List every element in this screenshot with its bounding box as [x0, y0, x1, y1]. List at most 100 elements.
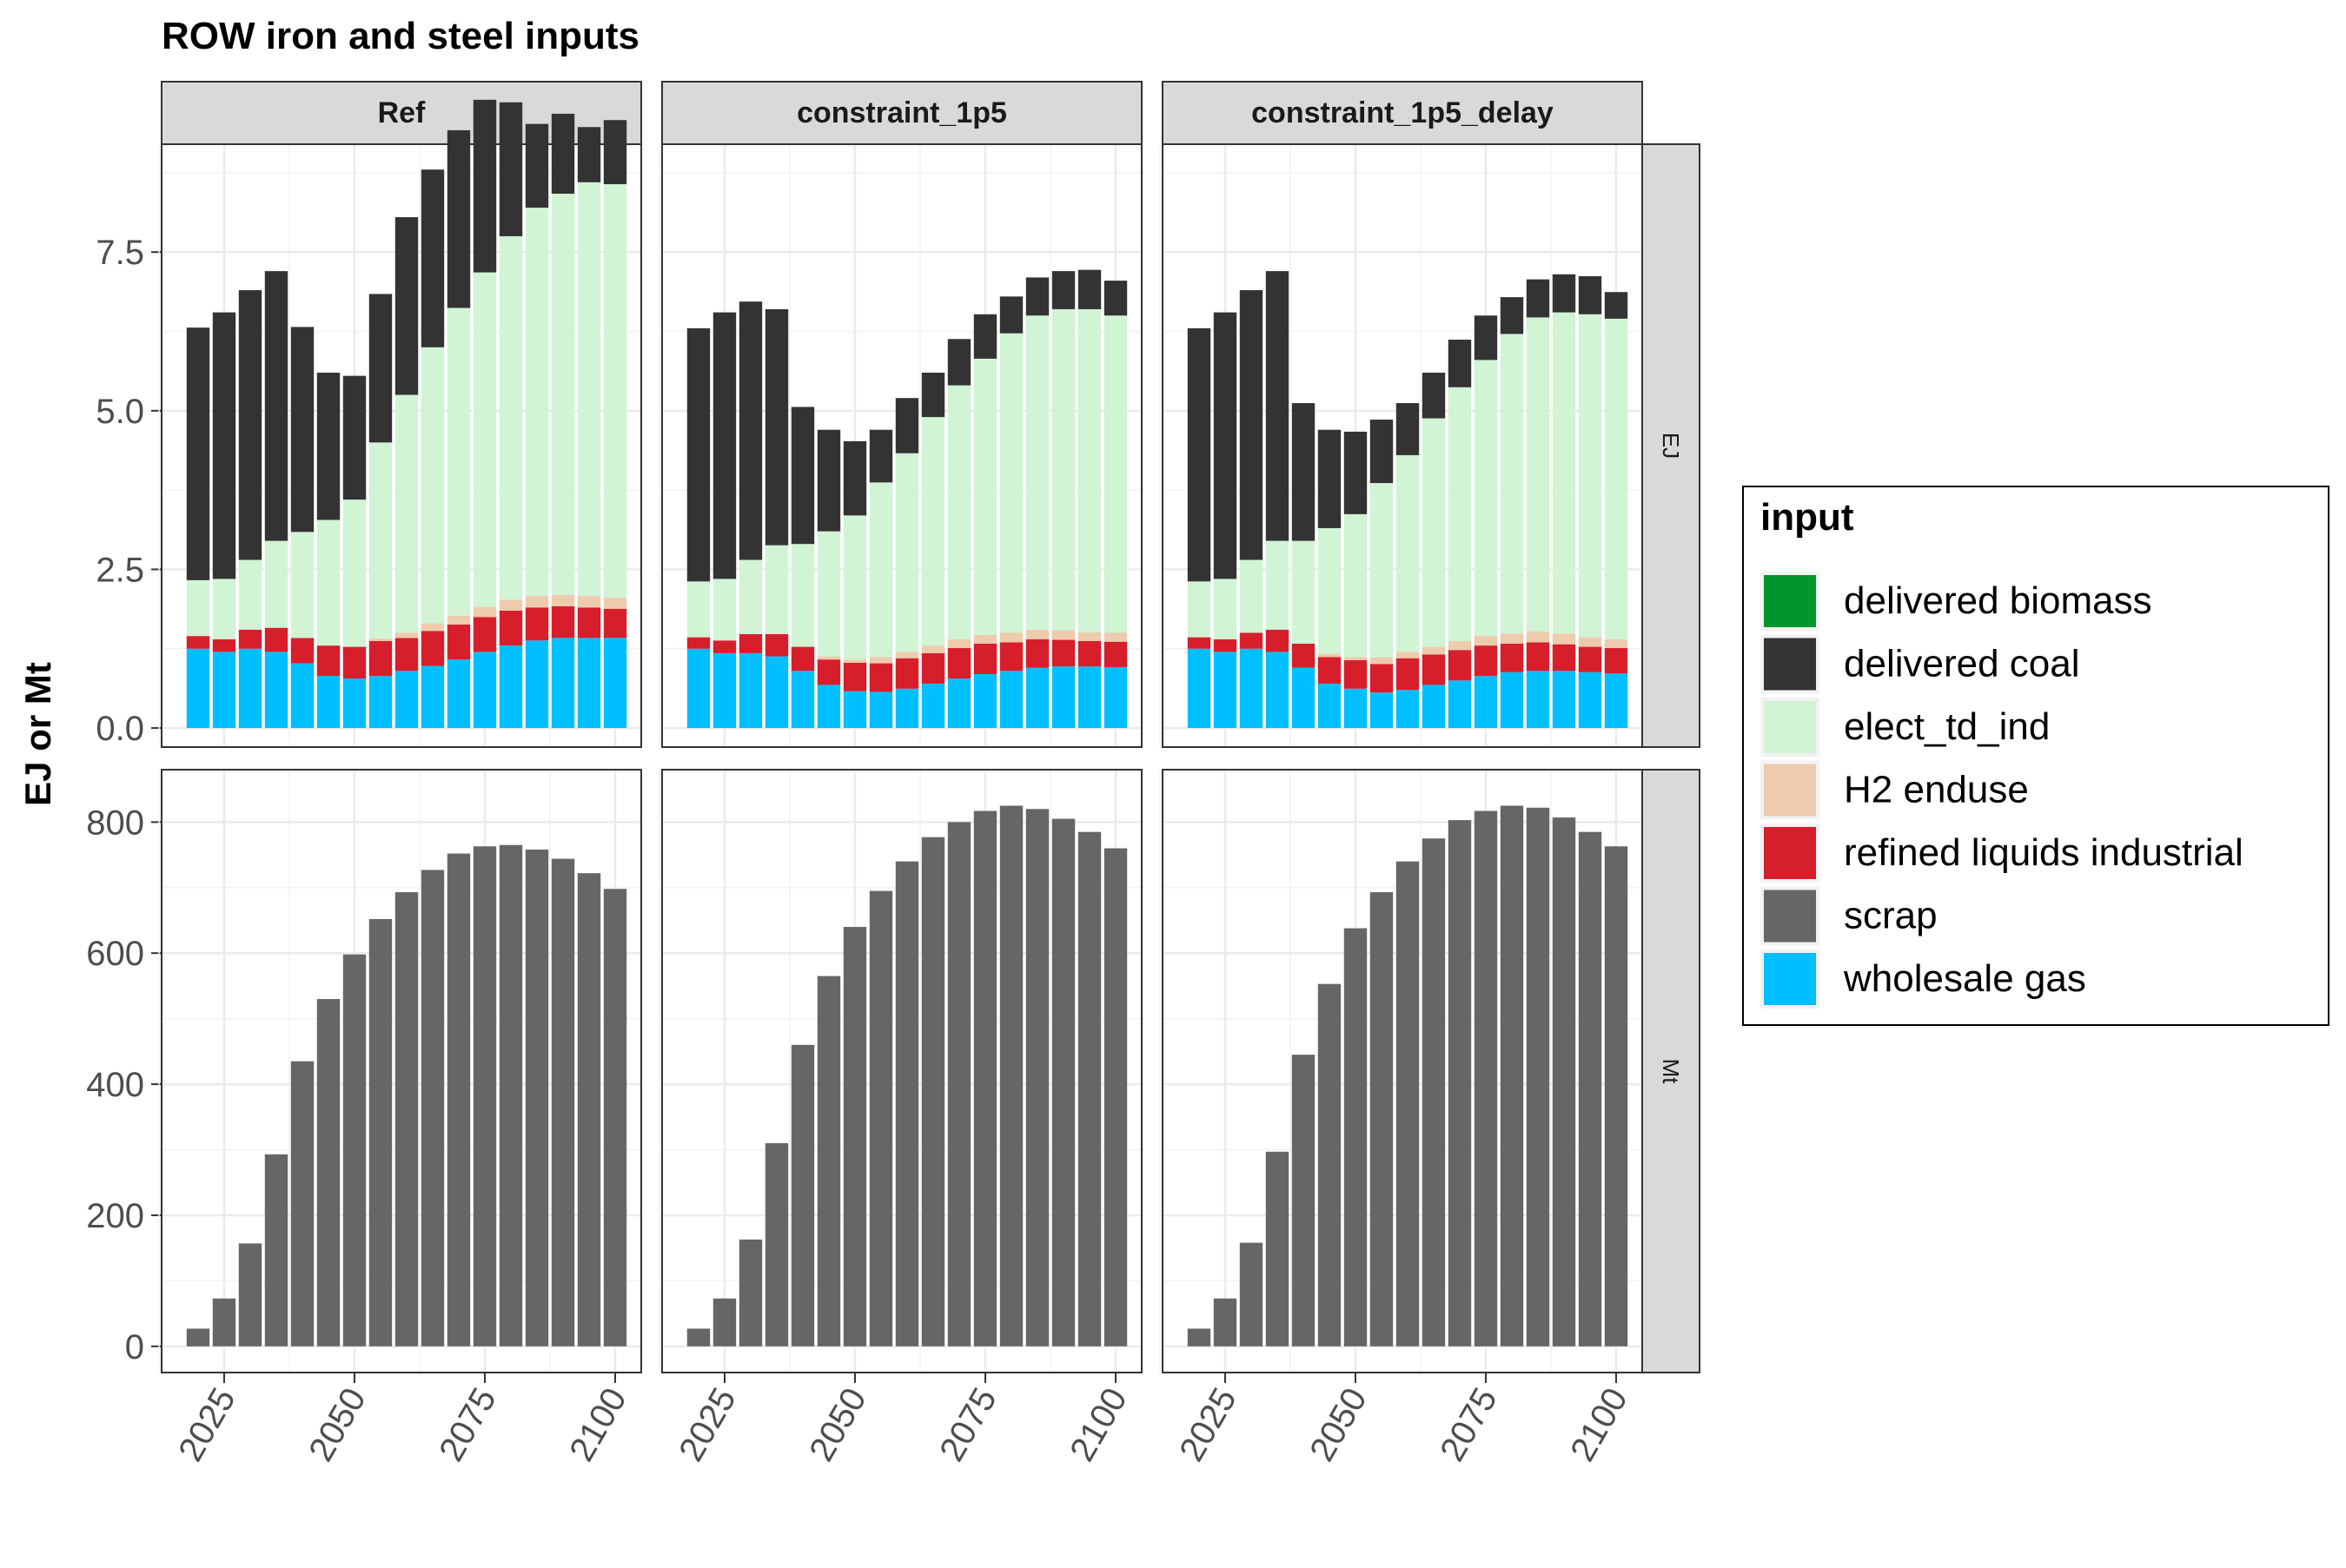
bar-constraint-1p5-scrap-2025 — [712, 1298, 737, 1346]
bar-constraint-1p5-delay-refined-liquids-industrial-2035 — [1265, 629, 1289, 652]
bar-ref-delivered-coal-2085 — [525, 123, 549, 208]
bar-constraint-1p5-elect-td-ind-2085 — [1025, 315, 1050, 630]
bar-constraint-1p5-scrap-2050 — [843, 927, 867, 1346]
strip-ej — [1641, 143, 1700, 748]
bar-constraint-1p5-refined-liquids-industrial-2070 — [947, 648, 971, 679]
bar-constraint-1p5-delay-wholesale-gas-2055 — [1369, 692, 1394, 729]
bar-ref-delivered-coal-2040 — [290, 327, 315, 533]
bar-constraint-1p5-delay-delivered-coal-2085 — [1526, 279, 1550, 318]
bar-constraint-1p5-delay-wholesale-gas-2035 — [1265, 652, 1289, 729]
legend-key-wholesale-gas — [1764, 953, 1816, 1005]
bar-constraint-1p5-h2-enduse-2045 — [817, 656, 841, 660]
bar-ref-scrap-2100 — [603, 889, 627, 1346]
bar-ref-scrap-2030 — [238, 1243, 262, 1346]
bar-constraint-1p5-wholesale-gas-2100 — [1103, 666, 1128, 729]
strip-label-ref: Ref — [378, 96, 426, 129]
panel-border — [661, 769, 1143, 1373]
bar-ref-delivered-coal-2030 — [238, 290, 262, 560]
bar-constraint-1p5-elect-td-ind-2025 — [712, 579, 737, 641]
chart-title: ROW iron and steel inputs — [162, 15, 640, 57]
bar-ref-refined-liquids-industrial-2045 — [316, 645, 341, 677]
bar-constraint-1p5-elect-td-ind-2055 — [869, 482, 893, 658]
bar-constraint-1p5-delay-delivered-coal-2065 — [1422, 372, 1446, 419]
bar-constraint-1p5-delivered-coal-2095 — [1077, 269, 1102, 309]
bar-ref-refined-liquids-industrial-2095 — [577, 607, 601, 638]
bar-constraint-1p5-delay-elect-td-ind-2080 — [1500, 334, 1524, 634]
bar-constraint-1p5-elect-td-ind-2050 — [843, 515, 867, 660]
bar-ref-refined-liquids-industrial-2075 — [473, 617, 497, 652]
bar-ref-wholesale-gas-2085 — [525, 640, 549, 729]
bar-constraint-1p5-h2-enduse-2085 — [1025, 629, 1050, 639]
bar-constraint-1p5-delay-refined-liquids-industrial-2020 — [1187, 637, 1211, 649]
bar-ref-wholesale-gas-2095 — [577, 638, 601, 729]
bar-constraint-1p5-elect-td-ind-2080 — [999, 333, 1024, 633]
bar-constraint-1p5-delay-wholesale-gas-2065 — [1422, 685, 1446, 729]
bar-constraint-1p5-delay-elect-td-ind-2070 — [1448, 387, 1472, 642]
bar-constraint-1p5-delay-refined-liquids-industrial-2025 — [1213, 638, 1237, 652]
legend-key-delivered-coal — [1764, 638, 1816, 691]
bar-constraint-1p5-delay-elect-td-ind-2020 — [1187, 581, 1211, 638]
bar-ref-elect-td-ind-2070 — [447, 308, 471, 616]
strip-constraint-1p5-delay — [1162, 81, 1643, 145]
bar-constraint-1p5-scrap-2065 — [921, 837, 945, 1346]
x-tick-label-constraint-1p5-delay-0: 2025 — [1172, 1382, 1244, 1468]
bar-ref-elect-td-ind-2020 — [186, 579, 210, 637]
bar-constraint-1p5-delay-elect-td-ind-2090 — [1552, 312, 1576, 634]
bar-constraint-1p5-scrap-2075 — [973, 810, 997, 1346]
bar-constraint-1p5-h2-enduse-2090 — [1051, 630, 1076, 640]
bar-constraint-1p5-refined-liquids-industrial-2040 — [791, 646, 815, 672]
bar-constraint-1p5-delivered-coal-2040 — [791, 407, 815, 545]
bar-constraint-1p5-delay-h2-enduse-2075 — [1474, 636, 1498, 646]
bar-constraint-1p5-delay-elect-td-ind-2040 — [1291, 540, 1315, 644]
bar-constraint-1p5-delay-refined-liquids-industrial-2065 — [1422, 654, 1446, 685]
bar-ref-elect-td-ind-2050 — [342, 500, 367, 647]
bar-ref-elect-td-ind-2075 — [473, 272, 497, 607]
bar-constraint-1p5-delay-refined-liquids-industrial-2100 — [1604, 648, 1628, 674]
y-tick-label-mt-4: 800 — [86, 804, 144, 842]
x-tick-label-constraint-1p5-1: 2050 — [802, 1382, 874, 1468]
bar-constraint-1p5-delay-wholesale-gas-2050 — [1343, 688, 1368, 729]
bar-constraint-1p5-delivered-coal-2090 — [1051, 271, 1076, 309]
bar-constraint-1p5-delay-wholesale-gas-2095 — [1578, 672, 1602, 729]
bar-ref-delivered-coal-2055 — [368, 294, 393, 443]
bar-ref-delivered-coal-2050 — [342, 375, 367, 500]
bar-ref-elect-td-ind-2085 — [525, 208, 549, 597]
bar-constraint-1p5-wholesale-gas-2070 — [947, 678, 971, 729]
legend-key-scrap — [1764, 890, 1816, 943]
bar-constraint-1p5-delivered-coal-2050 — [843, 440, 867, 516]
strip-label-constraint-1p5-delay: constraint_1p5_delay — [1251, 96, 1554, 129]
bar-constraint-1p5-delay-refined-liquids-industrial-2040 — [1291, 643, 1315, 668]
bar-ref-scrap-2025 — [212, 1298, 236, 1346]
bar-ref-h2-enduse-2075 — [473, 606, 497, 618]
bar-ref-scrap-2045 — [316, 999, 341, 1346]
bar-constraint-1p5-delay-h2-enduse-2085 — [1526, 632, 1550, 643]
bar-constraint-1p5-refined-liquids-industrial-2090 — [1051, 639, 1076, 667]
bar-constraint-1p5-delay-scrap-2050 — [1343, 928, 1368, 1346]
bar-ref-delivered-coal-2095 — [577, 127, 601, 182]
bar-ref-elect-td-ind-2090 — [551, 193, 575, 595]
legend-key-refined-liquids-industrial — [1764, 827, 1816, 879]
bar-constraint-1p5-scrap-2040 — [791, 1044, 815, 1346]
legend-label-wholesale-gas: wholesale gas — [1843, 957, 2086, 1000]
bar-ref-wholesale-gas-2045 — [316, 676, 341, 729]
bar-ref-refined-liquids-industrial-2050 — [342, 646, 367, 679]
bar-ref-wholesale-gas-2070 — [447, 659, 471, 729]
bar-constraint-1p5-delay-scrap-2060 — [1395, 861, 1420, 1346]
panel-border — [161, 143, 642, 748]
legend-key-elect-td-ind — [1764, 701, 1816, 753]
bar-ref-delivered-coal-2100 — [603, 120, 627, 185]
bar-constraint-1p5-delivered-coal-2045 — [817, 429, 841, 532]
bar-constraint-1p5-delay-delivered-coal-2040 — [1291, 403, 1315, 541]
bar-constraint-1p5-h2-enduse-2055 — [869, 657, 893, 664]
bar-ref-elect-td-ind-2025 — [212, 579, 236, 639]
bar-ref-delivered-coal-2025 — [212, 312, 236, 579]
bar-ref-elect-td-ind-2100 — [603, 184, 627, 599]
y-tick-label-ej-2: 5.0 — [96, 393, 144, 431]
legend-label-delivered-biomass: delivered biomass — [1844, 579, 2152, 622]
bar-constraint-1p5-delivered-coal-2060 — [895, 398, 919, 453]
bar-constraint-1p5-delay-h2-enduse-2090 — [1552, 633, 1576, 645]
bar-constraint-1p5-delay-elect-td-ind-2060 — [1395, 454, 1420, 652]
bar-constraint-1p5-delay-wholesale-gas-2090 — [1552, 671, 1576, 729]
bar-ref-delivered-coal-2020 — [186, 327, 210, 580]
bar-constraint-1p5-delay-h2-enduse-2080 — [1500, 633, 1524, 644]
